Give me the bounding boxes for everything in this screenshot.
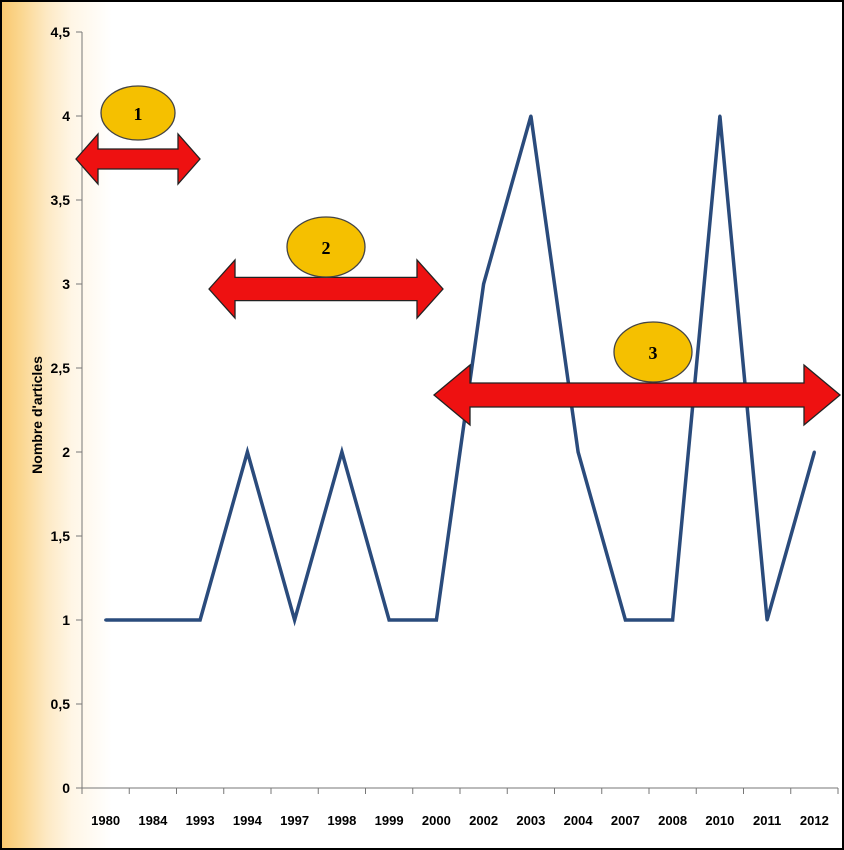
x-tick-label: 2007 <box>611 813 640 828</box>
y-tick-label: 2 <box>62 444 70 460</box>
x-tick-label: 1994 <box>233 813 263 828</box>
x-tick-label: 1998 <box>327 813 356 828</box>
y-tick-label: 0 <box>62 780 70 796</box>
x-axis: 1980 1984 1993 1994 1997 1998 1999 2000 2002 2003… <box>81 787 839 828</box>
y-tick-label: 3,5 <box>51 192 71 208</box>
y-tick-label: 0,5 <box>51 696 71 712</box>
x-tick-label: 2012 <box>800 813 829 828</box>
x-tick-label: 1997 <box>280 813 309 828</box>
x-tick-label: 1999 <box>375 813 404 828</box>
x-tick-label: 1980 <box>91 813 120 828</box>
double-arrow-3 <box>432 363 842 427</box>
data-point <box>812 450 816 454</box>
x-tick-label: 2011 <box>753 813 781 828</box>
period-badge-3 <box>613 321 693 383</box>
y-axis-label: Nombre d'articles <box>29 356 45 474</box>
x-tick-label: 2000 <box>422 813 451 828</box>
data-point <box>623 618 627 622</box>
double-arrow-1 <box>75 132 201 186</box>
y-tick-label: 4,5 <box>51 24 71 40</box>
annotation-layer: 1 2 3 <box>75 85 842 427</box>
data-point <box>434 618 438 622</box>
y-tick-label: 1 <box>62 612 70 628</box>
period-badge-label: 1 <box>134 104 143 124</box>
data-point <box>576 450 580 454</box>
data-point <box>340 450 344 454</box>
y-tick-label: 3 <box>62 276 70 292</box>
series-line <box>105 115 817 627</box>
x-tick-label: 2008 <box>658 813 687 828</box>
data-point <box>293 618 297 622</box>
data-point <box>104 618 108 622</box>
data-point <box>765 618 769 622</box>
x-tick-label: 2002 <box>469 813 498 828</box>
period-badge-label: 2 <box>322 238 331 258</box>
data-point <box>151 618 155 622</box>
x-tick-label: 2004 <box>564 813 594 828</box>
y-tick-label: 4 <box>62 108 70 124</box>
data-point <box>387 618 391 622</box>
x-tick-label: 2010 <box>705 813 734 828</box>
data-point <box>718 114 722 118</box>
x-tick-label: 1984 <box>138 813 168 828</box>
period-badge-2 <box>286 216 366 278</box>
period-badge-1 <box>100 85 176 141</box>
data-point <box>529 114 533 118</box>
data-point <box>671 618 675 622</box>
x-tick-label: 1993 <box>186 813 215 828</box>
series-layer <box>104 114 817 627</box>
x-tick-label: 2003 <box>516 813 545 828</box>
data-point <box>482 282 486 286</box>
y-axis: 0 0,5 1 1,5 2 2,5 3 3,5 4 4,5 <box>51 24 83 796</box>
y-tick-label: 2,5 <box>51 360 71 376</box>
double-arrow-2 <box>208 258 444 320</box>
y-tick-label: 1,5 <box>51 528 71 544</box>
data-point <box>245 450 249 454</box>
data-point <box>198 618 202 622</box>
period-badge-label: 3 <box>649 343 658 363</box>
